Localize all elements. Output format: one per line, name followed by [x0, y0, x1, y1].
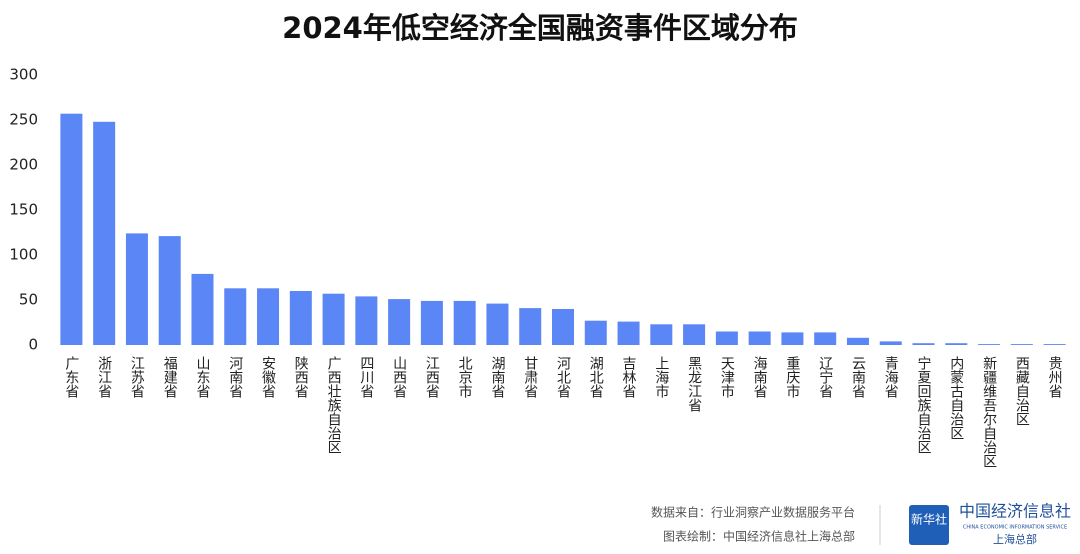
- bar: [617, 321, 640, 345]
- x-tick-label: 河北省: [555, 356, 571, 398]
- bar: [1043, 344, 1066, 345]
- x-tick-label: 新疆维吾尔自治区: [981, 356, 997, 468]
- x-tick-label: 海南省: [752, 356, 768, 398]
- bar: [355, 296, 378, 345]
- x-tick-label: 广西壮族自治区: [326, 356, 342, 454]
- x-tick-label: 江西省: [424, 356, 440, 398]
- bar: [420, 300, 443, 345]
- bar: [289, 291, 312, 345]
- bar: [158, 236, 181, 345]
- bar: [191, 273, 214, 345]
- bar: [846, 337, 869, 345]
- bar: [486, 303, 509, 345]
- x-tick-label: 青海省: [883, 356, 899, 398]
- y-tick-label: 100: [9, 246, 38, 264]
- bar: [683, 324, 706, 345]
- x-tick-label: 上海市: [653, 356, 669, 398]
- y-tick-label: 250: [9, 111, 38, 129]
- logo-badge-text: 新华社: [911, 512, 947, 527]
- logo-english: CHINA ECONOMIC INFORMATION SERVICE: [963, 525, 1067, 531]
- x-tick-label: 宁夏回族自治区: [916, 355, 932, 454]
- bar: [60, 113, 83, 345]
- bar: [322, 293, 345, 345]
- bar: [748, 331, 771, 345]
- bar: [715, 331, 738, 345]
- bar: [257, 288, 280, 345]
- logo-name: 中国经济信息社: [959, 502, 1071, 521]
- x-tick-label: 甘肃省: [522, 356, 538, 398]
- x-tick-label: 湖南省: [489, 356, 505, 398]
- bar: [945, 343, 968, 345]
- credit-note: 图表绘制：中国经济信息社上海总部: [663, 529, 855, 544]
- x-tick-label: 陕西省: [293, 356, 309, 398]
- x-tick-label: 重庆市: [784, 356, 800, 398]
- x-tick-label: 四川省: [358, 356, 374, 398]
- bar: [584, 320, 607, 345]
- bar: [978, 344, 1001, 345]
- y-tick-label: 50: [19, 291, 38, 309]
- bar: [388, 299, 411, 345]
- x-tick-label: 黑龙江省: [686, 356, 702, 412]
- logo-branch: 上海总部: [993, 532, 1037, 546]
- y-tick-label: 200: [9, 156, 38, 174]
- bar: [93, 121, 116, 345]
- bar: [1010, 344, 1033, 345]
- bar: [814, 332, 837, 345]
- x-tick-label: 西藏自治区: [1014, 356, 1030, 426]
- bar: [879, 341, 902, 345]
- bar: [224, 288, 247, 345]
- logo-badge: [909, 505, 949, 545]
- x-tick-label: 内蒙古自治区: [948, 356, 964, 440]
- x-tick-label: 辽宁省: [817, 356, 833, 398]
- source-note: 数据来自：行业洞察产业数据服务平台: [651, 505, 855, 520]
- y-tick-label: 150: [9, 201, 38, 219]
- x-tick-label: 贵州省: [1047, 356, 1063, 398]
- x-tick-label: 山西省: [391, 356, 407, 398]
- y-tick-label: 300: [9, 66, 38, 84]
- x-tick-label: 天津市: [719, 356, 735, 398]
- x-tick-label: 吉林省: [621, 356, 637, 398]
- bar: [453, 300, 476, 345]
- chart-title: 2024年低空经济全国融资事件区域分布: [282, 11, 798, 45]
- bar: [519, 308, 542, 345]
- bar: [912, 343, 935, 345]
- x-tick-label: 福建省: [162, 356, 178, 398]
- x-tick-label: 广东省: [63, 356, 79, 398]
- bar: [125, 233, 148, 345]
- x-tick-label: 山东省: [194, 356, 210, 398]
- x-tick-label: 江苏省: [129, 356, 145, 398]
- x-tick-label: 安徽省: [260, 356, 276, 398]
- bar: [650, 324, 673, 345]
- x-tick-label: 云南省: [850, 356, 866, 398]
- y-tick-label: 0: [28, 336, 38, 354]
- bar: [552, 309, 574, 345]
- bar: [781, 332, 804, 345]
- x-tick-label: 湖北省: [588, 356, 604, 398]
- x-tick-label: 河南省: [227, 356, 243, 398]
- x-tick-label: 浙江省: [96, 356, 112, 398]
- x-tick-label: 北京市: [457, 356, 473, 398]
